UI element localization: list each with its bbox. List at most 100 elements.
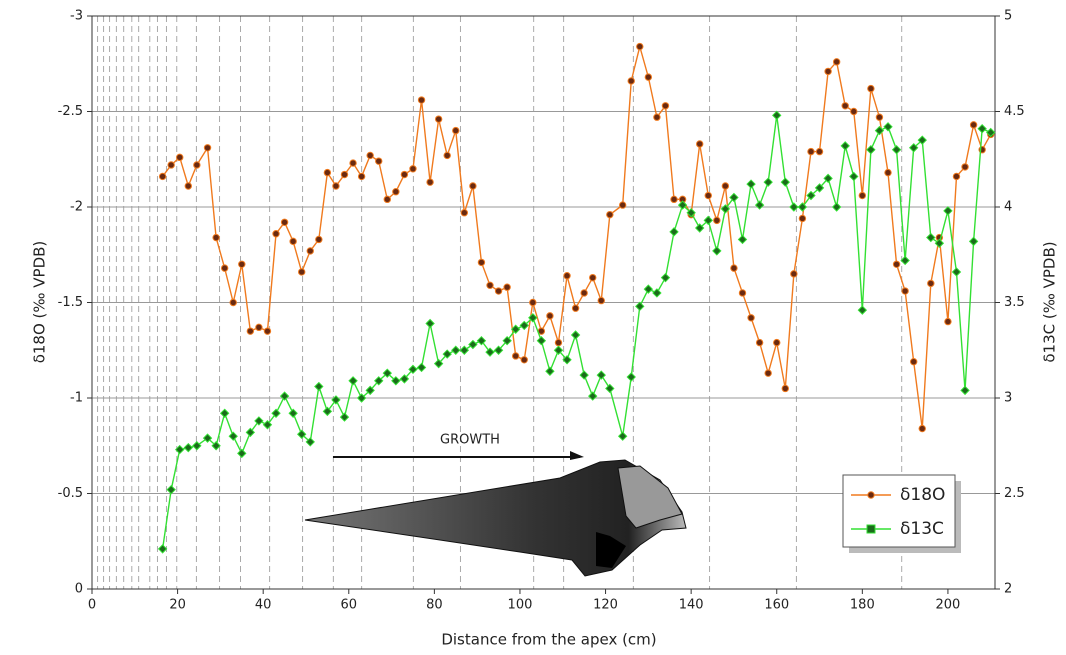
data-point	[237, 448, 247, 459]
data-point	[166, 484, 176, 495]
data-point	[703, 215, 713, 226]
data-point	[875, 113, 884, 121]
x-tick-label: 40	[255, 598, 272, 613]
data-point	[158, 172, 167, 181]
y-axis-title: δ18O (‰ VPDB)	[31, 241, 49, 364]
data-point	[280, 218, 289, 226]
data-point	[288, 408, 298, 418]
data-point	[383, 195, 391, 204]
y-tick-label: -0.5	[58, 486, 83, 501]
data-point	[944, 317, 952, 326]
data-point	[908, 143, 919, 153]
data-point	[520, 356, 528, 364]
legend-marker	[866, 524, 876, 534]
data-point	[883, 122, 893, 132]
data-point	[486, 281, 494, 290]
data-point	[229, 298, 237, 307]
data-point	[331, 395, 341, 405]
data-point	[927, 279, 935, 288]
data-point	[841, 102, 849, 110]
data-point	[694, 223, 705, 233]
data-point	[934, 238, 945, 248]
data-point	[443, 151, 451, 160]
data-point	[596, 370, 606, 380]
data-point	[635, 301, 645, 312]
data-point	[579, 370, 589, 380]
data-point	[417, 96, 426, 104]
data-point	[374, 376, 384, 386]
data-point	[203, 144, 212, 152]
data-point	[289, 237, 297, 246]
y-tick-label: -3	[70, 9, 83, 24]
data-point	[780, 177, 791, 187]
y-tick-label: 0	[75, 582, 83, 597]
data-point	[677, 200, 688, 210]
data-point	[696, 140, 704, 148]
data-point	[617, 431, 628, 441]
data-point	[212, 233, 220, 242]
data-point	[503, 283, 511, 291]
data-point	[366, 151, 374, 160]
y-tick-label: -2.5	[58, 104, 83, 119]
x-tick-label: 60	[341, 598, 358, 613]
data-point	[597, 296, 605, 305]
y2-tick-label: 2.5	[1004, 486, 1025, 501]
data-point	[322, 406, 333, 417]
data-point	[183, 442, 193, 453]
data-point	[763, 177, 773, 187]
data-point	[494, 287, 503, 295]
data-point	[157, 544, 168, 554]
data-point	[807, 147, 815, 156]
x-axis-title: Distance from the apex (cm)	[441, 631, 656, 649]
data-point	[315, 235, 323, 244]
data-point	[806, 190, 816, 201]
data-point	[245, 427, 256, 438]
data-point	[442, 349, 452, 359]
data-point	[986, 127, 996, 138]
data-point	[167, 161, 175, 169]
data-point	[909, 358, 918, 366]
legend-label: δ18O	[900, 485, 945, 505]
data-point	[271, 408, 281, 418]
data-point	[721, 182, 730, 190]
data-point	[815, 147, 824, 156]
data-point	[339, 412, 350, 422]
data-point	[686, 208, 696, 218]
data-point	[485, 347, 495, 357]
y2-tick-label: 4	[1004, 200, 1012, 215]
data-point	[323, 168, 332, 177]
data-point	[296, 429, 307, 439]
data-point	[960, 385, 970, 396]
data-point	[279, 391, 290, 401]
shell-illustration	[304, 459, 687, 577]
data-point	[798, 214, 807, 223]
y2-tick-label: 3	[1004, 391, 1012, 406]
data-point	[917, 135, 927, 145]
data-point	[824, 67, 832, 76]
data-point	[356, 393, 367, 403]
data-point	[670, 195, 678, 204]
data-point	[729, 192, 739, 203]
data-point	[493, 345, 504, 355]
data-point	[857, 305, 868, 315]
data-point	[814, 183, 825, 193]
data-point	[644, 73, 653, 81]
data-point	[545, 366, 555, 376]
data-point	[704, 191, 712, 200]
data-point	[305, 437, 315, 447]
growth-arrowhead	[570, 451, 584, 460]
data-point	[536, 335, 547, 346]
x-tick-label: 80	[426, 598, 443, 613]
data-point	[730, 264, 738, 272]
data-point	[643, 284, 654, 294]
data-point	[340, 170, 349, 179]
data-point	[858, 191, 867, 200]
y-tick-label: -2	[70, 200, 83, 215]
data-point	[176, 153, 184, 162]
data-point	[840, 141, 850, 151]
x-tick-label: 140	[679, 598, 704, 613]
data-point	[193, 161, 201, 169]
data-point	[720, 204, 731, 214]
data-point	[519, 320, 529, 331]
x-tick-label: 0	[88, 598, 96, 613]
